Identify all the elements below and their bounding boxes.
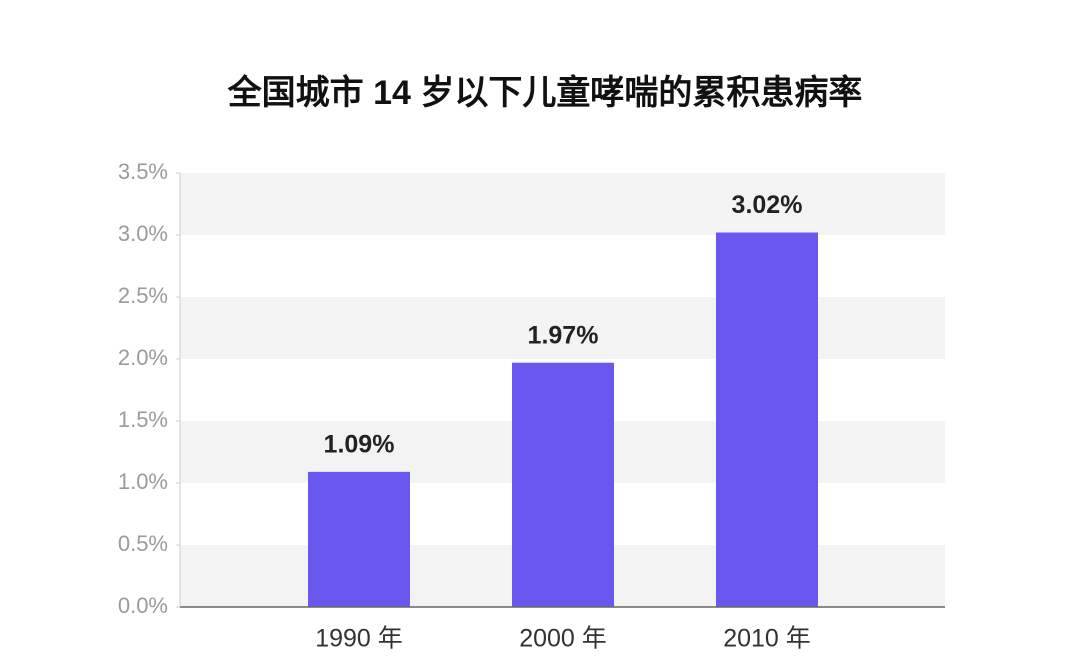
value-label: 1.09% [324, 430, 395, 458]
y-tick-label: 0.5% [118, 531, 168, 556]
bar [716, 232, 818, 607]
y-tick-label: 2.5% [118, 283, 168, 308]
y-tick-label: 2.0% [118, 345, 168, 370]
y-tick-label: 3.5% [118, 159, 168, 184]
y-tick-label: 0.0% [118, 593, 168, 618]
y-tick-label: 3.0% [118, 221, 168, 246]
y-tick-label: 1.0% [118, 469, 168, 494]
bar [308, 471, 410, 607]
x-tick-label: 2010 年 [723, 625, 811, 653]
y-tick-label: 1.5% [118, 407, 168, 432]
chart-title: 全国城市 14 岁以下儿童哮喘的累积患病率 [227, 73, 863, 112]
x-tick-label: 2000 年 [519, 625, 607, 653]
x-tick-label: 1990 年 [315, 625, 403, 653]
bar [512, 362, 614, 607]
grid-band [180, 173, 945, 235]
value-label: 3.02% [732, 191, 803, 219]
value-label: 1.97% [528, 321, 599, 349]
